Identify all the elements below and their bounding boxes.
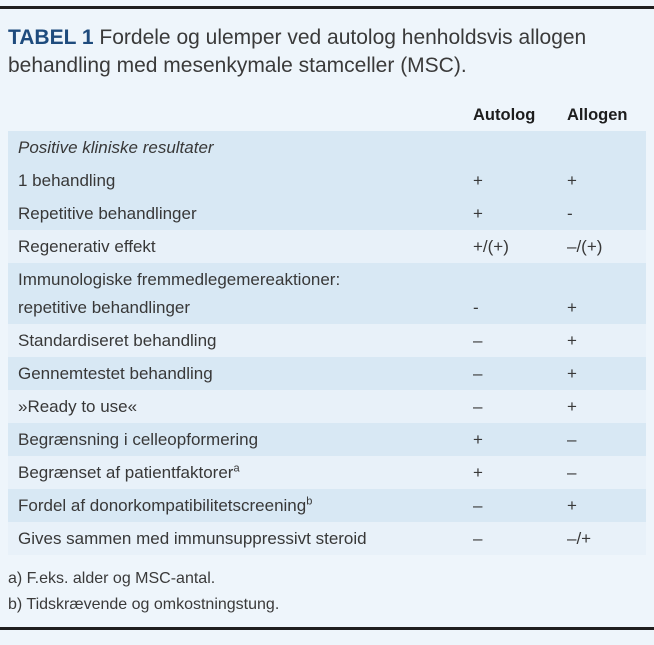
autolog-value: + — [473, 203, 483, 223]
allogen-value: + — [567, 495, 577, 515]
table-row: Fordel af donorkompatibilitetscreeningb –… — [8, 489, 646, 522]
footnote-a: a) F.eks. alder og MSC-antal. — [8, 570, 216, 587]
allogen-value: – — [567, 429, 577, 449]
table-row: Immunologiske fremmedlegemereaktioner: re… — [8, 263, 646, 324]
table-body: Positive kliniske resultater 1 behandling… — [8, 131, 646, 555]
top-rule — [0, 6, 654, 9]
autolog-value: – — [473, 396, 483, 416]
table-row: Begrænsning i celleopformering + – — [8, 423, 646, 456]
row-label: Standardiseret behandling — [18, 330, 217, 350]
table-row: Standardiseret behandling – + — [8, 324, 646, 357]
autolog-value: + — [473, 429, 483, 449]
column-headers: Autolog Allogen — [8, 102, 646, 128]
row-label: Begrænset af patientfaktorera — [18, 461, 240, 482]
autolog-value: +/(+) — [473, 236, 509, 256]
row-label: Begrænsning i celleopformering — [18, 429, 259, 449]
row-label: Regenerativ effekt — [18, 236, 156, 256]
row-label: Positive kliniske resultater — [18, 137, 214, 157]
allogen-value: + — [567, 297, 577, 317]
table-row: Regenerativ effekt +/(+) –/(+) — [8, 230, 646, 263]
table-row: Positive kliniske resultater — [8, 131, 646, 164]
row-label: Gennemtestet behandling — [18, 363, 213, 383]
autolog-value: - — [473, 297, 479, 317]
allogen-value: + — [567, 396, 577, 416]
autolog-value: – — [473, 330, 483, 350]
table-caption: Fordele og ulemper ved autolog henholdsv… — [8, 26, 587, 77]
footnotes: a) F.eks. alder og MSC-antal. b) Tidskræ… — [8, 566, 646, 618]
allogen-value: + — [567, 330, 577, 350]
allogen-value: – — [567, 462, 577, 482]
autolog-value: – — [473, 495, 483, 515]
table-row: Gennemtestet behandling – + — [8, 357, 646, 390]
table-row: Begrænset af patientfaktorera + – — [8, 456, 646, 489]
column-header-allogen: Allogen — [567, 106, 628, 124]
allogen-value: + — [567, 363, 577, 383]
allogen-value: –/+ — [567, 528, 592, 548]
autolog-value: + — [473, 170, 483, 190]
table-row: Gives sammen med immunsuppressivt steroi… — [8, 522, 646, 555]
table-row: 1 behandling + + — [8, 164, 646, 197]
column-header-autolog: Autolog — [473, 106, 536, 124]
footnote-marker: a — [233, 461, 240, 474]
row-label: »Ready to use« — [18, 396, 138, 416]
autolog-value: + — [473, 462, 483, 482]
autolog-value: – — [473, 363, 483, 383]
autolog-value: – — [473, 528, 483, 548]
bottom-rule — [0, 627, 654, 630]
table-number: TABEL 1 — [8, 26, 94, 49]
table-figure: TABEL 1 Fordele og ulemper ved autolog h… — [0, 24, 654, 618]
row-label: Gives sammen med immunsuppressivt steroi… — [18, 528, 367, 548]
allogen-value: –/(+) — [567, 236, 603, 256]
table-row: Repetitive behandlinger + - — [8, 197, 646, 230]
row-label: Fordel af donorkompatibilitetscreeningb — [18, 494, 313, 515]
allogen-value: - — [567, 203, 573, 223]
footnote-b: b) Tidskrævende og omkostningstung. — [8, 596, 280, 613]
table-title: TABEL 1 Fordele og ulemper ved autolog h… — [8, 24, 638, 80]
footnote-marker: b — [306, 494, 313, 507]
row-label: Immunologiske fremmedlegemereaktioner: re… — [18, 269, 341, 317]
table-row: »Ready to use« – + — [8, 390, 646, 423]
row-label: Repetitive behandlinger — [18, 203, 197, 223]
row-label: 1 behandling — [18, 170, 116, 190]
allogen-value: + — [567, 170, 577, 190]
